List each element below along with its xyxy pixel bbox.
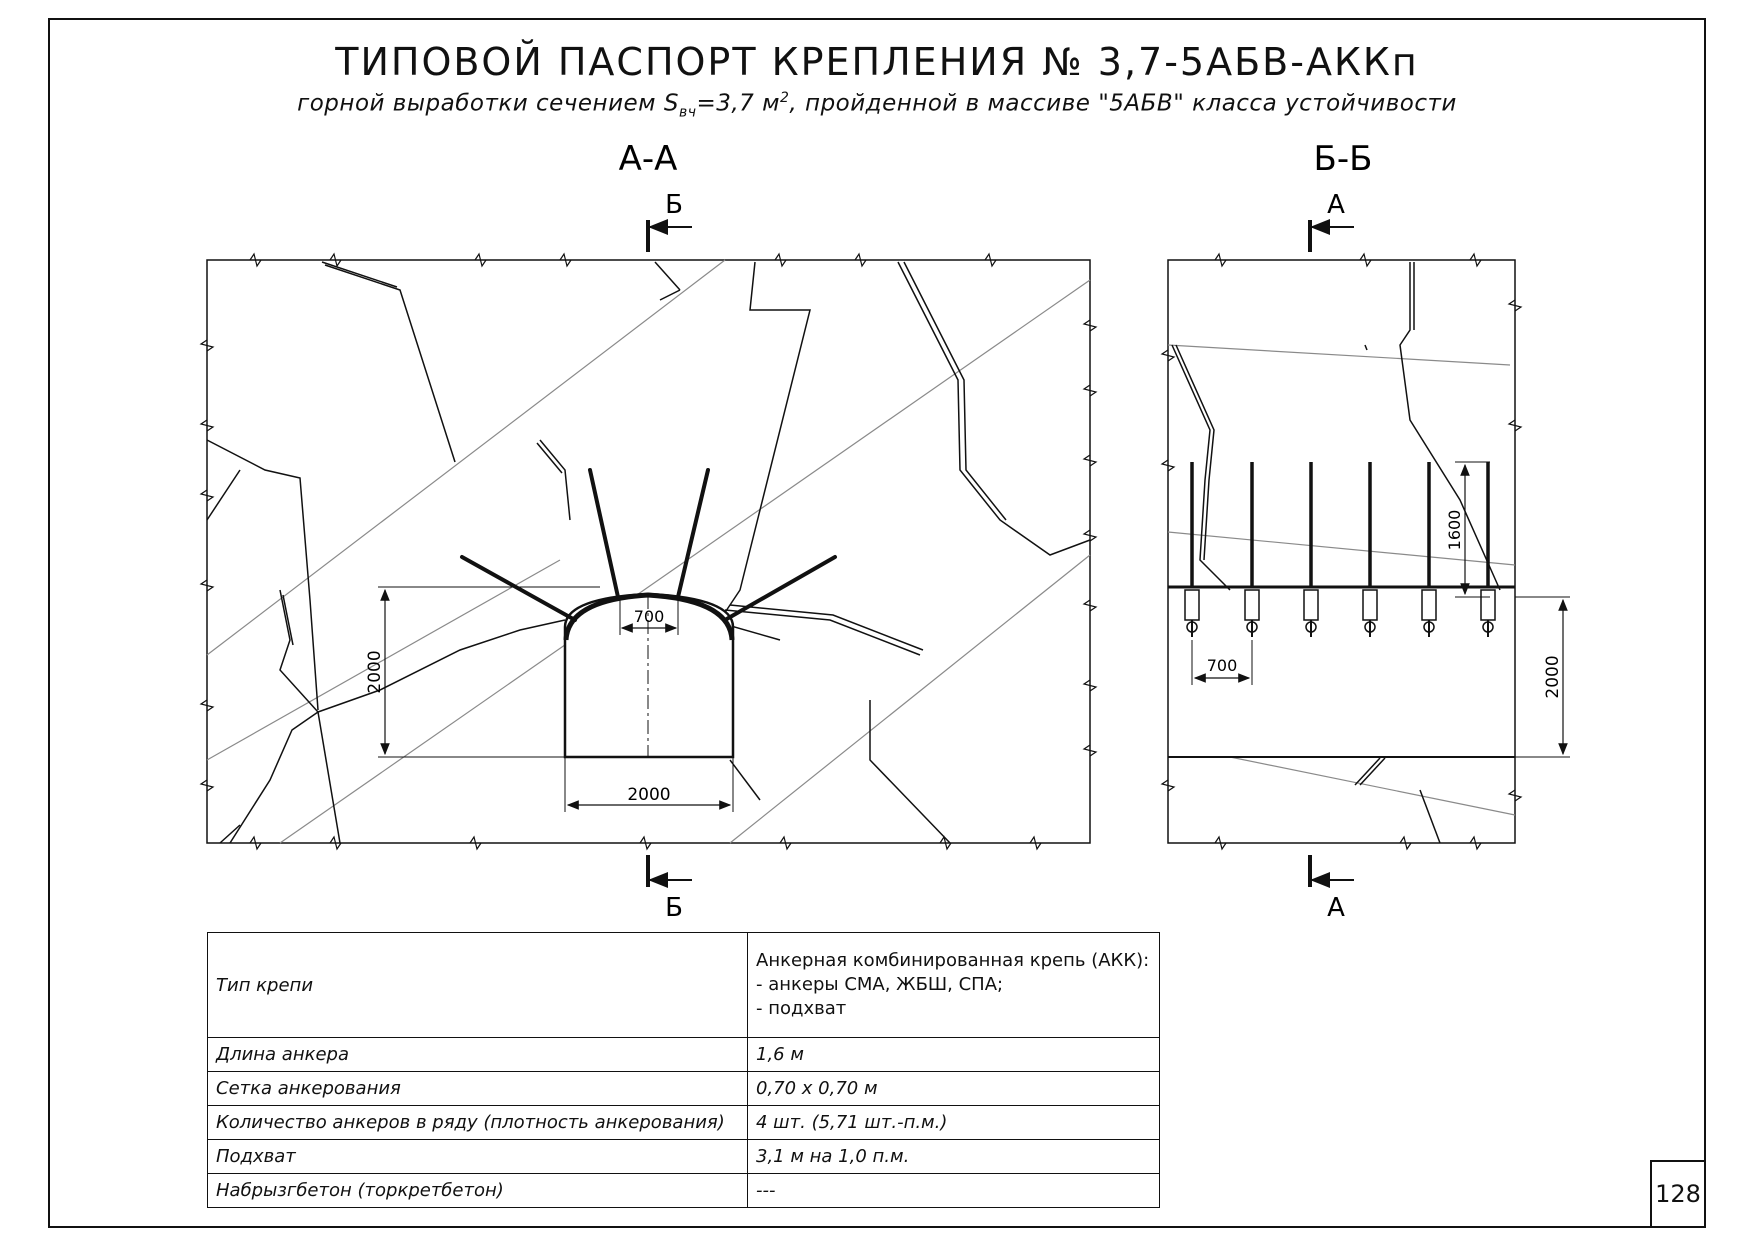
section-aa: А-А Б Б xyxy=(199,139,1098,923)
spec-label: Количество анкеров в ряду (плотность анк… xyxy=(207,1105,748,1140)
anchor-4 xyxy=(723,555,837,622)
anchor-bb-3 xyxy=(1303,462,1319,637)
spec-label: Длина анкера xyxy=(207,1037,748,1072)
section-aa-cut-top: Б xyxy=(646,190,692,252)
break-marks-bb xyxy=(1160,252,1523,851)
dim-anchor-length-bb-label: 1600 xyxy=(1445,510,1464,551)
spec-row-anchor-grid: Сетка анкерования 0,70 х 0,70 м xyxy=(207,1071,1160,1106)
cut-label-a-top: А xyxy=(1327,190,1345,220)
anchor-bb-1 xyxy=(1184,462,1200,637)
anchors-bb xyxy=(1184,462,1496,637)
spec-value: 4 шт. (5,71 шт.-п.м.) xyxy=(747,1105,1160,1140)
anchors-aa xyxy=(460,468,837,622)
cut-label-b-top: Б xyxy=(665,190,683,220)
section-bb-heading: Б-Б xyxy=(1314,139,1373,179)
spec-value: 3,1 м на 1,0 п.м. xyxy=(747,1139,1160,1174)
anchor-2 xyxy=(588,468,620,599)
dim-spacing-aa: 700 xyxy=(619,597,679,635)
dim-height-bb: 2000 xyxy=(1515,596,1570,758)
spec-table: Тип крепи Анкерная комбинированная крепь… xyxy=(207,932,1160,1208)
section-aa-heading: А-А xyxy=(619,139,678,179)
spec-label: Тип крепи xyxy=(207,932,748,1038)
anchor-3 xyxy=(676,468,710,599)
section-aa-cut-bottom: Б xyxy=(646,855,692,923)
dim-height-aa-label: 2000 xyxy=(365,650,385,693)
spec-label: Подхват xyxy=(207,1139,748,1174)
dim-width-aa-label: 2000 xyxy=(627,785,670,805)
drawing-subtitle: горной выработки сечением Sвч=3,7 м2, пр… xyxy=(297,90,1457,121)
anchor-bb-2 xyxy=(1244,462,1260,637)
dim-spacing-aa-label: 700 xyxy=(634,607,665,626)
dim-height-bb-label: 2000 xyxy=(1543,655,1563,698)
section-bb-cut-bottom: А xyxy=(1308,855,1354,923)
spec-value-multiline: Анкерная комбинированная крепь (АКК): - … xyxy=(747,932,1160,1038)
anchor-bb-6 xyxy=(1480,462,1496,637)
fractures-bb xyxy=(1171,262,1501,844)
fractures-aa xyxy=(206,261,1091,844)
anchor-bb-4 xyxy=(1362,462,1378,637)
section-bb-cut-top: А xyxy=(1308,190,1354,252)
spec-row-shotcrete: Набрызгбетон (торкретбетон) --- xyxy=(207,1173,1160,1208)
drawing-frame xyxy=(48,18,1706,1228)
spec-label: Набрызгбетон (торкретбетон) xyxy=(207,1173,748,1208)
cut-label-a-bottom: А xyxy=(1327,893,1345,923)
spec-value-line: - анкеры СМА, ЖБШ, СПА; xyxy=(756,974,1004,995)
drawing-title: ТИПОВОЙ ПАСПОРТ КРЕПЛЕНИЯ № 3,7-5АБВ-АКК… xyxy=(335,40,1419,84)
dim-anchor-length-bb: 1600 xyxy=(1445,461,1490,598)
rock-mass-boundary-aa xyxy=(206,259,1091,844)
spec-value: 0,70 х 0,70 м xyxy=(747,1071,1160,1106)
dim-spacing-bb-label: 700 xyxy=(1207,656,1238,675)
dim-height-aa: 2000 xyxy=(365,586,600,758)
spec-value-line: - подхват xyxy=(756,998,847,1019)
spec-value: 1,6 м xyxy=(747,1037,1160,1072)
spec-value-line: Анкерная комбинированная крепь (АКК): xyxy=(756,950,1150,971)
page-number: 128 xyxy=(1650,1160,1706,1228)
spec-label: Сетка анкерования xyxy=(207,1071,748,1106)
section-bb: Б-Б А А xyxy=(1160,139,1570,923)
spec-value: --- xyxy=(747,1173,1160,1208)
anchor-1 xyxy=(460,555,577,622)
spec-row-strap: Подхват 3,1 м на 1,0 п.м. xyxy=(207,1139,1160,1174)
anchor-bb-5 xyxy=(1421,462,1437,637)
bedding-lines-bb xyxy=(1167,344,1516,816)
dim-width-aa: 2000 xyxy=(564,757,734,812)
cut-label-b-bottom: Б xyxy=(665,893,683,923)
spec-row-support-type: Тип крепи Анкерная комбинированная крепь… xyxy=(207,932,1160,1038)
spec-row-anchor-length: Длина анкера 1,6 м xyxy=(207,1037,1160,1072)
dim-spacing-bb: 700 xyxy=(1191,640,1253,685)
rock-mass-boundary-bb xyxy=(1167,259,1516,844)
spec-row-anchor-count: Количество анкеров в ряду (плотность анк… xyxy=(207,1105,1160,1140)
break-marks-aa xyxy=(199,252,1098,851)
